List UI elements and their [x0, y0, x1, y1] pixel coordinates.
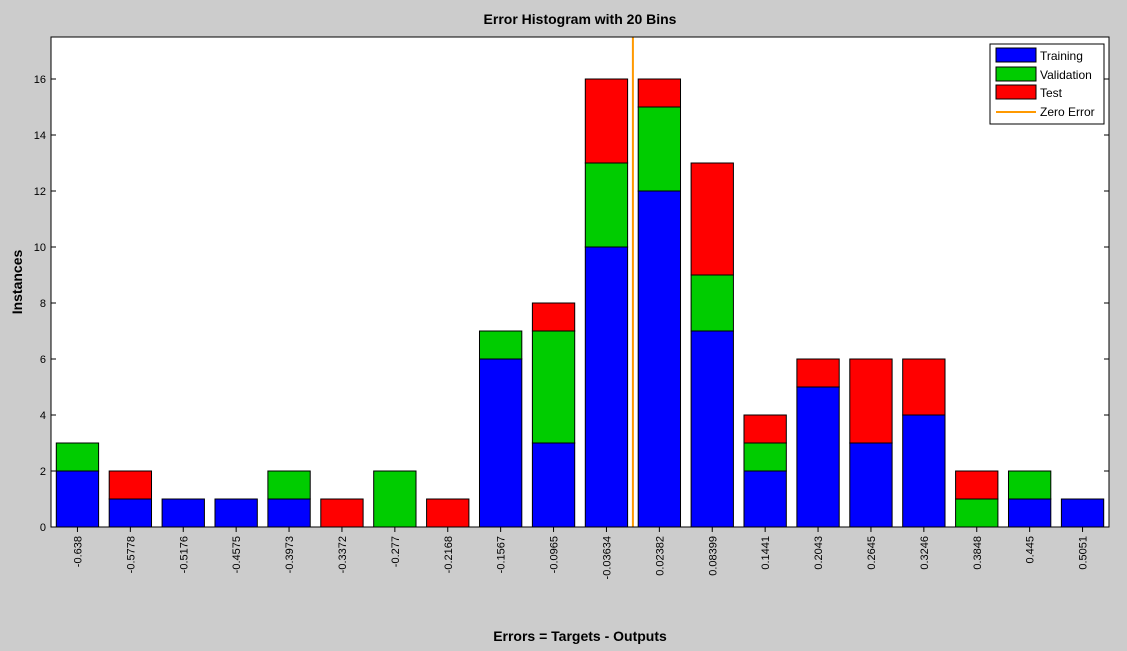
bar-validation-8: [478, 330, 523, 360]
bar-test-13: [743, 414, 787, 444]
bar-test-11: [637, 78, 682, 108]
x-axis-label: Errors = Targets - Outputs: [493, 628, 667, 644]
x-tick-label: 0.08399: [707, 536, 719, 576]
bar-training-1: [108, 498, 153, 528]
x-tick-label: -0.5778: [125, 536, 137, 573]
legend-label-training: Training: [1040, 49, 1083, 63]
x-tick-label: -0.638: [72, 536, 84, 567]
y-tick-label: 2: [40, 466, 46, 478]
chart-title: Error Histogram with 20 Bins: [484, 11, 677, 27]
y-tick-label: 6: [40, 354, 46, 366]
y-axis-label: Instances: [9, 249, 25, 314]
legend-label-test: Test: [1040, 86, 1063, 100]
x-tick-label: 0.2043: [813, 536, 825, 570]
y-tick-label: 12: [34, 186, 46, 198]
bar-training-13: [743, 470, 787, 528]
bar-test-10: [584, 78, 629, 164]
legend: Training Validation Test Zero Error: [989, 43, 1105, 125]
x-tick-label: -0.3973: [284, 536, 296, 573]
x-tick-label: 0.445: [1025, 536, 1037, 564]
plot-frame: [50, 36, 1110, 528]
bar-test-1: [108, 470, 153, 500]
x-tick-label: -0.03634: [601, 536, 613, 579]
bar-training-11: [637, 190, 682, 528]
x-tick-label: -0.1567: [496, 536, 508, 573]
bar-test-5: [320, 498, 364, 528]
x-tick-label: -0.4575: [231, 536, 243, 573]
bar-validation-17: [955, 498, 999, 528]
legend-swatch-training: [995, 47, 1037, 63]
x-tick-label: 0.5051: [1078, 536, 1090, 570]
x-tick-label: -0.5176: [178, 536, 190, 573]
bar-validation-18: [1007, 470, 1052, 500]
bar-training-14: [796, 386, 840, 528]
x-tick-label: 0.1441: [760, 536, 772, 570]
bar-training-15: [849, 442, 893, 528]
bar-training-8: [478, 358, 523, 528]
bar-validation-11: [637, 106, 682, 192]
bar-validation-13: [743, 442, 787, 472]
legend-label-zero-error: Zero Error: [1040, 105, 1095, 119]
x-tick-label: -0.2168: [443, 536, 455, 573]
bar-test-15: [849, 358, 893, 444]
bar-training-18: [1007, 498, 1052, 528]
bar-training-16: [902, 414, 946, 528]
x-tick-label: 0.3848: [972, 536, 984, 570]
bar-test-9: [531, 302, 576, 332]
y-tick-label: 14: [34, 130, 46, 142]
legend-swatch-test: [995, 84, 1037, 100]
bar-training-12: [690, 330, 734, 528]
bar-test-12: [690, 162, 734, 276]
bar-validation-12: [690, 274, 734, 332]
bar-training-3: [214, 498, 258, 528]
bar-validation-10: [584, 162, 629, 248]
bar-test-7: [426, 498, 470, 528]
x-tick-label: 0.02382: [654, 536, 666, 576]
bar-test-14: [796, 358, 840, 388]
y-tick-label: 4: [40, 410, 46, 422]
y-tick-label: 10: [34, 242, 46, 254]
bar-training-4: [267, 498, 311, 528]
legend-label-validation: Validation: [1040, 68, 1092, 82]
bar-test-17: [955, 470, 999, 500]
x-tick-label: -0.0965: [549, 536, 561, 573]
y-tick-label: 16: [34, 74, 46, 86]
bar-validation-4: [267, 470, 311, 500]
bar-training-0: [55, 470, 100, 528]
x-tick-label: -0.3372: [337, 536, 349, 573]
legend-swatch-validation: [995, 66, 1037, 82]
plot-area: [51, 37, 1109, 527]
bar-validation-0: [55, 442, 100, 472]
bar-training-2: [161, 498, 205, 528]
y-tick-label: 0: [40, 522, 46, 534]
bar-training-10: [584, 246, 629, 528]
bar-test-16: [902, 358, 946, 416]
bar-training-19: [1060, 498, 1105, 528]
x-tick-label: 0.2645: [866, 536, 878, 570]
bar-validation-9: [531, 330, 576, 444]
bar-validation-6: [373, 470, 417, 528]
bar-training-9: [531, 442, 576, 528]
y-tick-label: 8: [40, 298, 46, 310]
x-tick-label: 0.3246: [919, 536, 931, 570]
x-tick-label: -0.277: [390, 536, 402, 567]
